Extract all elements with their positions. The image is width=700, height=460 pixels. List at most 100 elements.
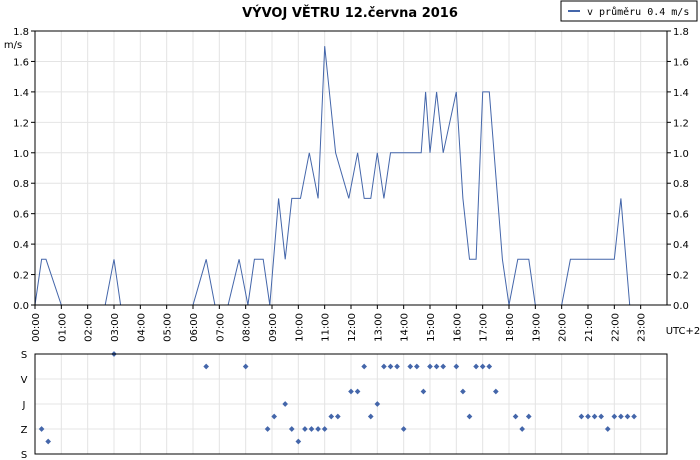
wind-direction-point <box>295 438 302 445</box>
bottom-panel-grid <box>34 353 667 455</box>
wind-direction-point <box>631 413 637 420</box>
wind-direction-point <box>414 363 420 370</box>
wind-direction-point <box>288 426 295 432</box>
direction-tick-label: V <box>21 375 28 386</box>
y-tick-label-right: 0.6 <box>673 210 689 221</box>
y-tick-label-right: 0.2 <box>673 271 689 282</box>
y-tick-label-right: 1.4 <box>673 88 689 99</box>
wind-direction-point <box>493 388 499 395</box>
legend: v průměru 0.4 m/s <box>560 0 698 22</box>
wind-direction-point <box>302 426 308 432</box>
x-tick-label: 02:00 <box>84 313 95 342</box>
direction-tick-label: Z <box>21 425 28 436</box>
y-tick-label-left: 0.8 <box>13 179 29 190</box>
x-tick-label: 08:00 <box>242 313 253 342</box>
wind-direction-point <box>315 426 321 432</box>
wind-direction-point <box>361 363 367 370</box>
wind-direction-point <box>407 363 414 370</box>
wind-direction-point <box>473 363 479 370</box>
wind-direction-point <box>282 401 288 407</box>
x-tick-label: 13:00 <box>373 313 384 342</box>
wind-direction-point <box>394 363 400 370</box>
wind-direction-point <box>440 363 446 370</box>
bottom-y-tick-labels: S V J Z S <box>21 350 28 460</box>
x-tick-label: 06:00 <box>189 313 200 342</box>
wind-direction-point <box>427 363 433 370</box>
x-tick-label: 07:00 <box>215 313 226 342</box>
y-tick-label-left: 0.4 <box>13 240 29 251</box>
x-tick-label: 10:00 <box>294 313 305 342</box>
y-tick-label-right: 0.4 <box>673 240 689 251</box>
x-tick-label: 20:00 <box>558 313 569 342</box>
y-tick-label-right: 1.6 <box>673 57 689 68</box>
x-tick-labels: 00:00 01:00 02:00 03:00 04:00 05:00 06:00 07:00… <box>31 305 648 342</box>
wind-direction-point <box>242 363 249 370</box>
y-tick-label-left: 1.8 <box>13 27 29 38</box>
top-panel-grid <box>34 30 668 306</box>
wind-direction-point <box>203 363 209 370</box>
bottom-panel-frame <box>34 353 668 455</box>
legend-box <box>560 0 698 22</box>
wind-direction-point <box>585 413 591 420</box>
x-tick-label: 09:00 <box>268 313 279 342</box>
y-tick-label-right: 0.8 <box>673 179 689 190</box>
top-panel-frame <box>34 30 668 306</box>
x-tick-label: 19:00 <box>531 313 542 342</box>
wind-direction-point <box>374 401 381 407</box>
wind-direction-point <box>38 426 45 432</box>
x-tick-label: 12:00 <box>347 313 358 342</box>
direction-tick-label: S <box>21 350 27 361</box>
x-tick-label: 00:00 <box>31 313 42 342</box>
wind-direction-point <box>624 413 631 420</box>
x-tick-label: 14:00 <box>400 313 411 342</box>
wind-direction-point <box>354 388 361 395</box>
wind-direction-point <box>618 413 624 420</box>
chart-title: VÝVOJ VĚTRU 12.června 2016 <box>242 5 458 21</box>
x-tick-label: 15:00 <box>426 313 437 342</box>
y-tick-label-left: 1.4 <box>13 88 29 99</box>
y-unit-label: m/s <box>4 40 22 51</box>
wind-direction-point <box>453 363 460 370</box>
x-tick-label: 03:00 <box>110 313 121 342</box>
x-tick-label: 11:00 <box>321 313 332 342</box>
wind-direction-point <box>611 413 618 420</box>
wind-direction-point <box>271 413 278 420</box>
wind-direction-point <box>45 438 51 445</box>
wind-direction-point <box>348 388 354 395</box>
x-tick-label: 16:00 <box>452 313 463 342</box>
wind-direction-point <box>460 388 466 395</box>
x-tick-label: 18:00 <box>505 313 516 342</box>
x-tick-label: 22:00 <box>610 313 621 342</box>
wind-direction-point <box>433 363 440 370</box>
y-tick-label-right: 1.8 <box>673 27 689 38</box>
wind-direction-point <box>381 363 387 370</box>
y-tick-label-left: 0.2 <box>13 271 29 282</box>
wind-direction-point <box>335 413 341 420</box>
wind-direction-point <box>321 426 328 432</box>
top-y-tick-labels: 0.0 0.0 0.2 0.2 0.4 0.4 0.6 0.6 0.8 0.8 1.0 1.0 1.2 1… <box>13 27 689 312</box>
wind-direction-points <box>38 351 637 445</box>
x-tick-label: 04:00 <box>136 313 147 342</box>
wind-direction-point <box>578 413 585 420</box>
wind-direction-point <box>479 363 486 370</box>
y-tick-label-right: 1.0 <box>673 149 689 160</box>
wind-direction-point <box>604 426 611 432</box>
timezone-label: UTC+2 <box>666 326 700 337</box>
y-tick-label-left: 0.0 <box>13 301 29 312</box>
wind-direction-point <box>367 413 374 420</box>
wind-direction-point <box>466 413 473 420</box>
wind-direction-point <box>264 426 271 432</box>
wind-direction-point <box>387 363 394 370</box>
y-tick-label-right: 1.2 <box>673 118 689 129</box>
y-tick-label-left: 1.6 <box>13 57 29 68</box>
legend-label: v průměru 0.4 m/s <box>587 6 689 18</box>
wind-direction-point <box>519 426 525 432</box>
y-tick-label-right: 0.0 <box>673 301 689 312</box>
wind-direction-point <box>308 426 315 432</box>
x-tick-label: 23:00 <box>637 313 648 342</box>
wind-direction-point <box>420 388 427 395</box>
wind-direction-point <box>486 363 493 370</box>
wind-direction-point <box>512 413 519 420</box>
y-tick-label-left: 1.0 <box>13 149 29 160</box>
